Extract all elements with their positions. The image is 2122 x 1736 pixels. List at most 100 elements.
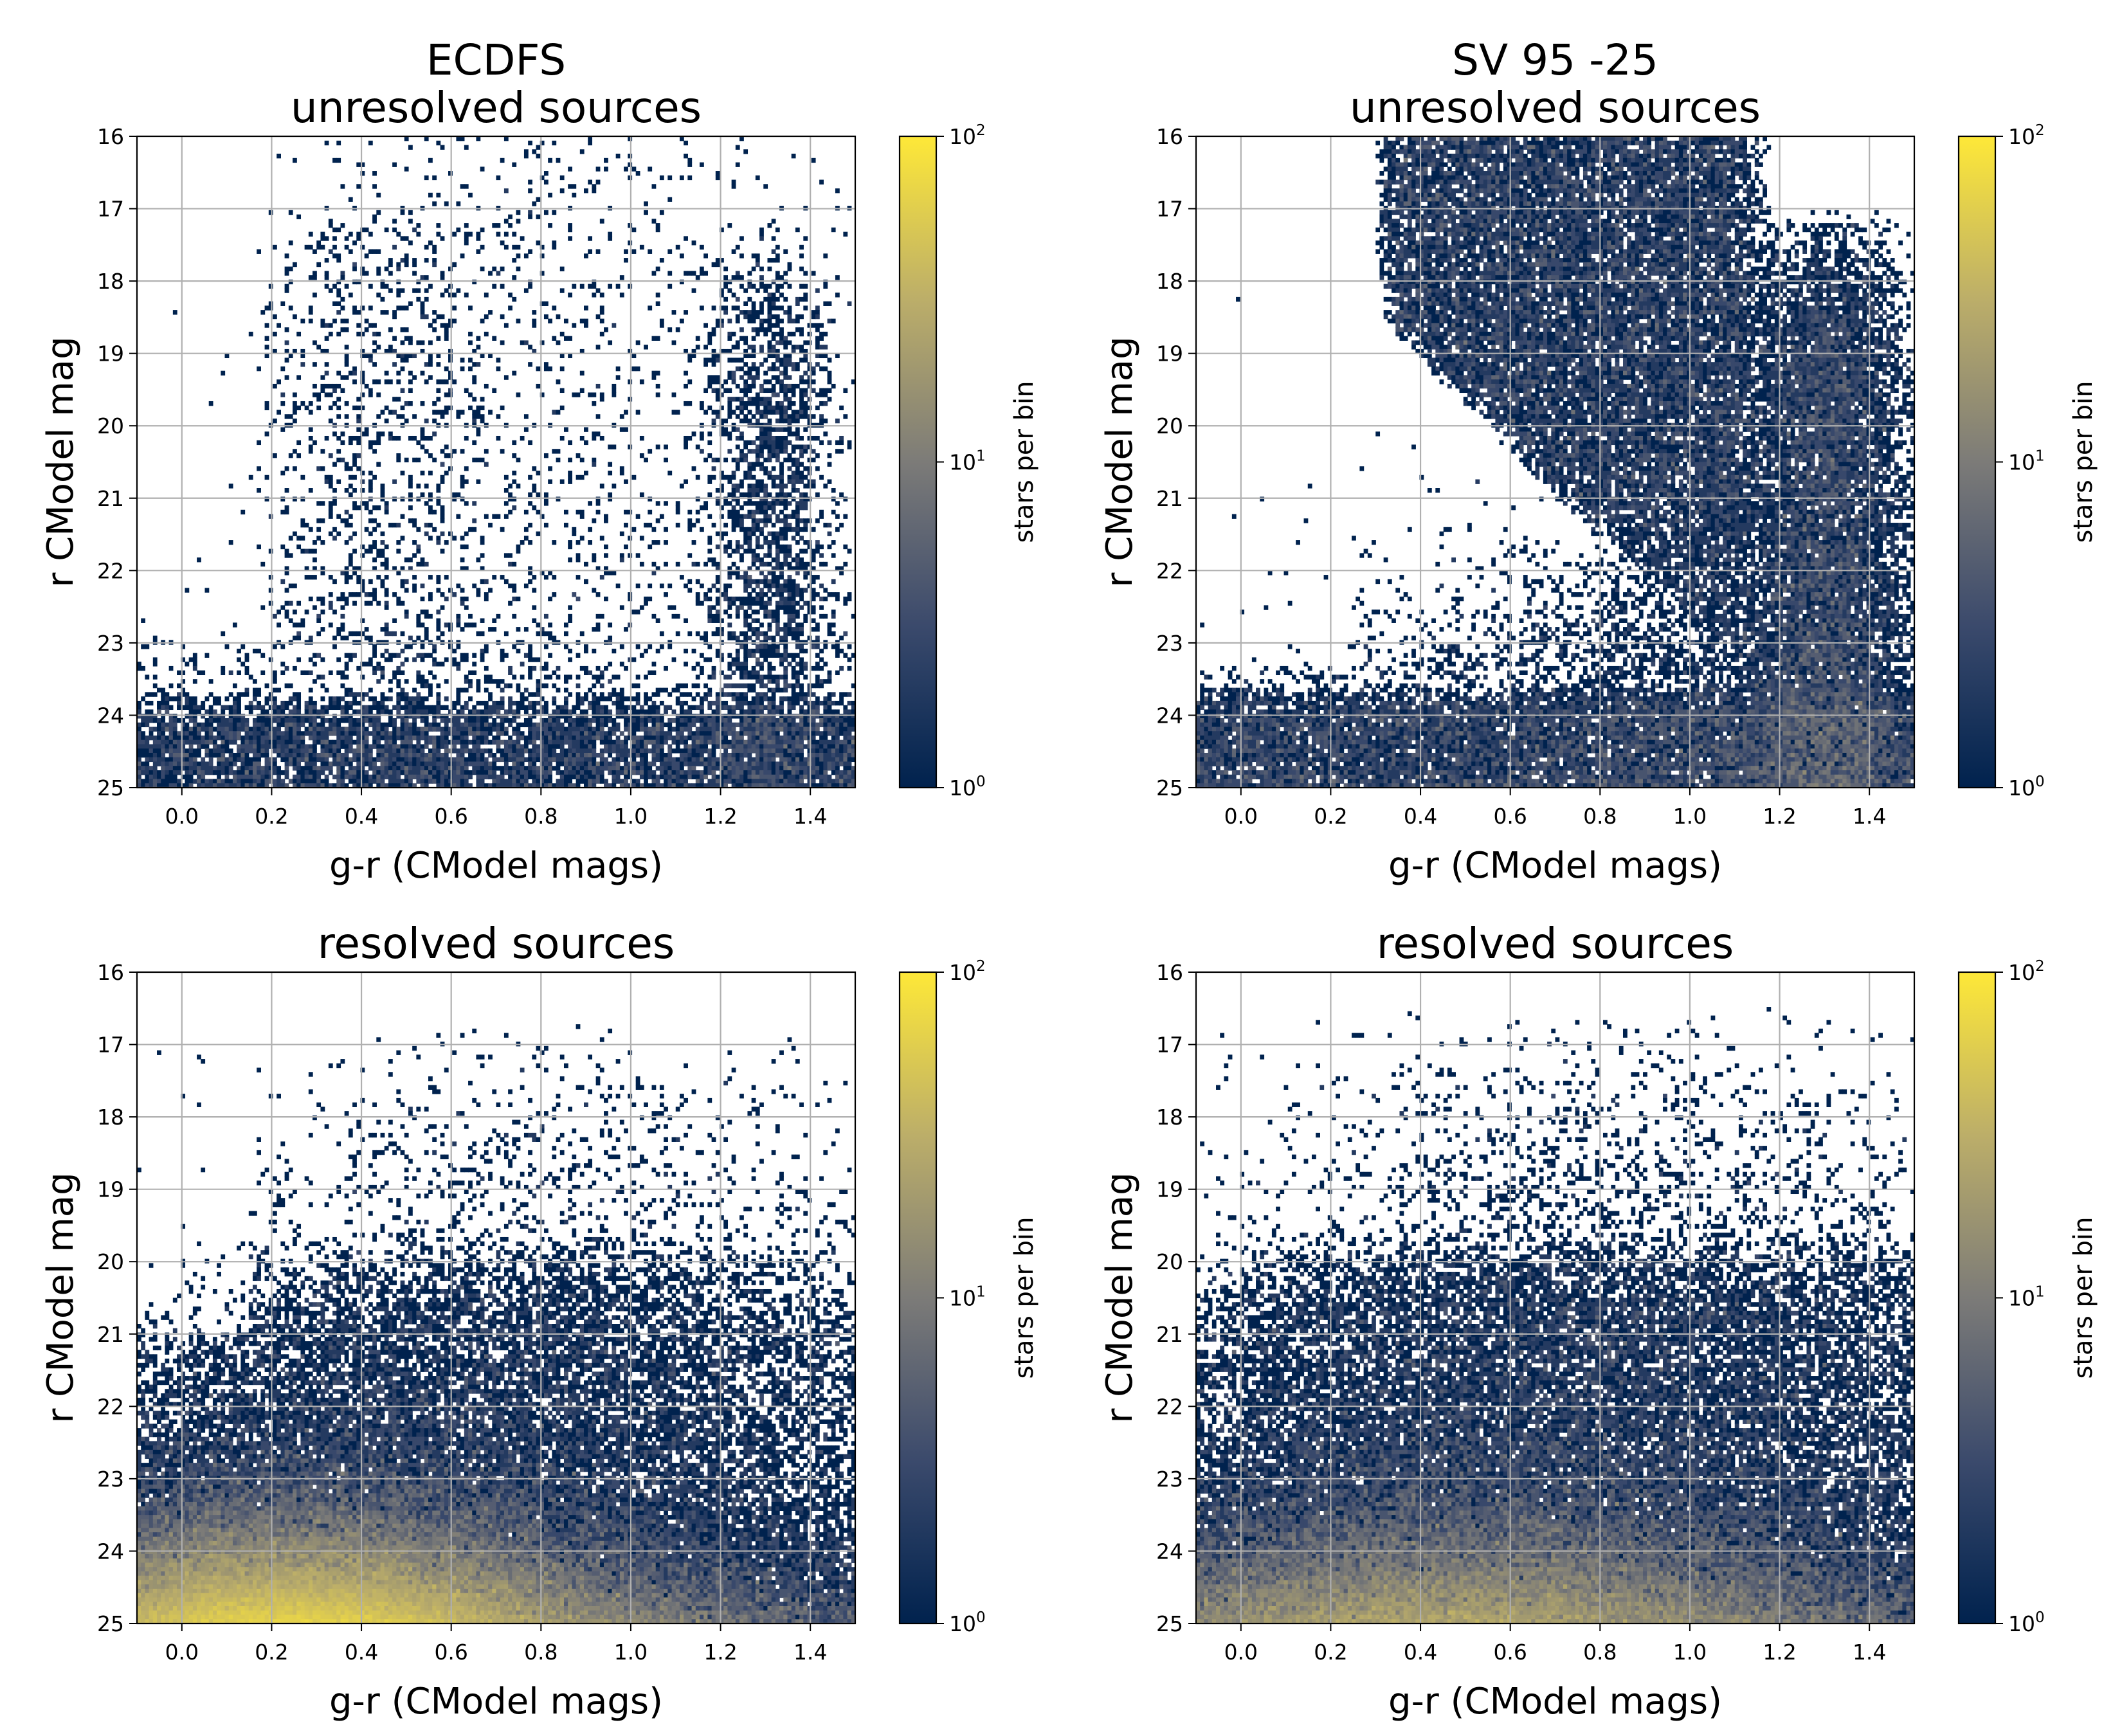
heatmap-bin: [775, 253, 780, 258]
heatmap-bin: [763, 319, 768, 323]
heatmap-bin: [408, 219, 413, 223]
heatmap-bin: [336, 228, 341, 232]
heatmap-bin: [388, 327, 393, 332]
heatmap-bin: [336, 141, 341, 145]
heatmap-bin: [416, 288, 421, 293]
heatmap-bin: [332, 158, 337, 163]
heatmap-bin: [788, 314, 792, 319]
heatmap-bin: [588, 141, 592, 145]
heatmap-bin: [548, 223, 552, 228]
heatmap-bin: [703, 323, 708, 327]
heatmap-bin: [752, 314, 756, 319]
heatmap-bin: [732, 184, 736, 188]
heatmap-bin: [747, 319, 752, 323]
heatmap-bin: [372, 171, 377, 176]
heatmap-bin: [759, 236, 764, 240]
heatmap-bin: [568, 223, 572, 228]
heatmap-bin: [340, 223, 345, 228]
heatmap-bin: [452, 319, 457, 323]
heatmap-bin: [464, 232, 469, 237]
heatmap-bin: [692, 288, 696, 293]
heatmap-bin: [616, 284, 621, 289]
heatmap-bin: [528, 141, 532, 145]
heatmap-bin: [716, 176, 720, 180]
heatmap-bin: [747, 297, 752, 302]
heatmap-bin: [600, 305, 604, 310]
heatmap-bin: [803, 297, 808, 302]
heatmap-bin: [289, 280, 293, 284]
heatmap-bin: [532, 310, 536, 314]
heatmap-bin: [412, 228, 417, 232]
heatmap-bin: [528, 188, 532, 193]
heatmap-bin: [516, 245, 521, 249]
heatmap-bin: [376, 267, 381, 271]
heatmap-bin: [392, 163, 397, 167]
heatmap-bin: [672, 310, 676, 314]
heatmap-bin: [316, 262, 321, 267]
heatmap-bin: [779, 319, 784, 323]
heatmap-bin: [416, 280, 421, 284]
heatmap-bin: [680, 176, 684, 180]
heatmap-bin: [667, 176, 672, 180]
heatmap-bin: [345, 319, 349, 323]
heatmap-bin: [536, 145, 541, 150]
heatmap-bin: [368, 284, 373, 289]
heatmap-bin: [799, 253, 804, 258]
heatmap-bin: [696, 275, 700, 280]
heatmap-bin: [396, 280, 401, 284]
heatmap-bin: [332, 245, 337, 249]
heatmap-bin: [628, 176, 632, 180]
heatmap-bin: [799, 245, 804, 249]
heatmap-bin: [736, 145, 740, 150]
heatmap-bin: [747, 310, 752, 314]
heatmap-bin: [368, 141, 373, 145]
heatmap-bin: [424, 314, 429, 319]
heatmap-bin: [568, 228, 572, 232]
heatmap-bin: [528, 280, 532, 284]
heatmap-bin: [388, 262, 393, 267]
heatmap-bin: [660, 210, 664, 215]
heatmap-bin: [309, 310, 313, 314]
heatmap-bin: [600, 219, 604, 223]
heatmap-bin: [775, 258, 780, 262]
heatmap-bin: [783, 280, 788, 284]
heatmap-bin: [504, 245, 509, 249]
heatmap-bin: [528, 215, 532, 219]
heatmap-bin: [815, 323, 820, 327]
heatmap-bin: [767, 223, 772, 228]
heatmap-bin: [568, 293, 572, 297]
heatmap-bin: [568, 167, 572, 171]
heatmap-bin: [520, 236, 525, 240]
heatmap-bin: [803, 236, 808, 240]
heatmap-bin: [739, 236, 744, 240]
heatmap-bin: [808, 323, 812, 327]
heatmap-bin: [716, 319, 720, 323]
heatmap-bin: [524, 253, 529, 258]
heatmap-bin: [823, 284, 828, 289]
heatmap-bin: [404, 327, 409, 332]
heatmap-bin: [372, 219, 377, 223]
heatmap-bin: [772, 219, 776, 223]
heatmap-bin: [756, 176, 760, 180]
heatmap-bin: [464, 184, 469, 188]
heatmap-bin: [316, 240, 321, 245]
heatmap-bin: [372, 249, 377, 254]
heatmap-bin: [700, 271, 704, 275]
heatmap-bin: [381, 297, 385, 302]
heatmap-bin: [340, 319, 345, 323]
heatmap-bin: [604, 167, 608, 171]
heatmap-bin: [436, 314, 440, 319]
heatmap-bin: [756, 262, 760, 267]
heatmap-bin: [289, 267, 293, 271]
heatmap-bin: [448, 267, 453, 271]
heatmap-bin: [356, 323, 361, 327]
heatmap-bin: [480, 228, 485, 232]
heatmap-bin: [788, 305, 792, 310]
heatmap-bin: [265, 323, 269, 327]
heatmap-bin: [464, 240, 469, 245]
heatmap-bin: [756, 314, 760, 319]
heatmap-bin: [667, 271, 672, 275]
heatmap-bin: [336, 310, 341, 314]
heatmap-bin: [280, 302, 285, 306]
heatmap-bin: [815, 310, 820, 314]
